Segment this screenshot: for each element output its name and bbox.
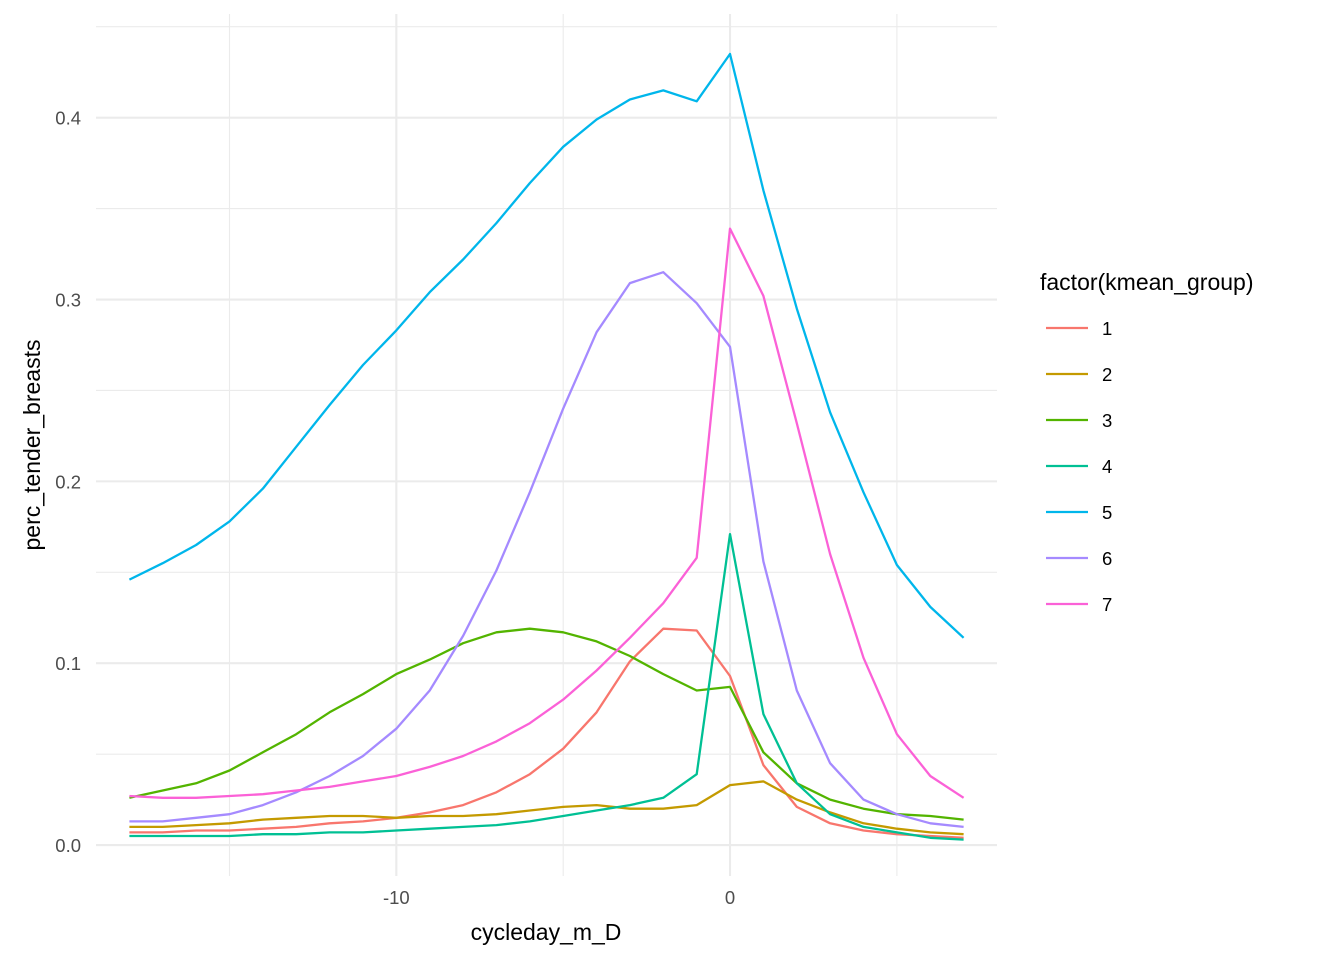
- x-axis-title: cycleday_m_D: [471, 919, 622, 945]
- major-gridlines: [96, 14, 997, 876]
- legend-label: 5: [1102, 502, 1112, 523]
- series-line-6: [129, 271, 964, 829]
- legend-item: 3: [1046, 410, 1112, 431]
- legend-item: 2: [1046, 364, 1112, 385]
- legend-label: 3: [1102, 410, 1112, 431]
- plot-panel: [96, 14, 997, 876]
- y-tick-label: 0.0: [55, 835, 81, 856]
- x-tick-label: 0: [725, 887, 735, 908]
- minor-gridlines: [96, 14, 997, 876]
- series-line-3: [129, 627, 964, 821]
- legend-item: 5: [1046, 502, 1112, 523]
- y-tick-label: 0.3: [55, 290, 81, 311]
- legend-title: factor(kmean_group): [1040, 269, 1254, 295]
- series-lines: [128, 52, 965, 841]
- legend-item: 6: [1046, 548, 1112, 569]
- series-line-5: [128, 52, 965, 639]
- legend-item: 7: [1046, 594, 1112, 615]
- y-tick-label: 0.4: [55, 108, 81, 129]
- y-tick-label: 0.2: [55, 471, 81, 492]
- legend-label: 6: [1102, 548, 1112, 569]
- x-axis-tick-labels: -10 0: [383, 887, 735, 908]
- legend-label: 7: [1102, 594, 1112, 615]
- y-axis-title: perc_tender_breasts: [19, 340, 45, 551]
- y-tick-label: 0.1: [55, 653, 81, 674]
- series-line-4: [129, 532, 964, 841]
- legend-item: 1: [1046, 318, 1112, 339]
- legend-items: 1 2 3 4 5 6 7: [1046, 318, 1112, 615]
- legend: factor(kmean_group) 1 2 3 4 5 6 7: [1040, 269, 1254, 615]
- y-axis-tick-labels: 0.0 0.1 0.2 0.3 0.4: [55, 108, 81, 856]
- legend-label: 2: [1102, 364, 1112, 385]
- x-tick-label: -10: [383, 887, 410, 908]
- series-line-7: [129, 227, 965, 799]
- series-line-1: [129, 627, 964, 839]
- legend-label: 4: [1102, 456, 1112, 477]
- legend-item: 4: [1046, 456, 1112, 477]
- legend-label: 1: [1102, 318, 1112, 339]
